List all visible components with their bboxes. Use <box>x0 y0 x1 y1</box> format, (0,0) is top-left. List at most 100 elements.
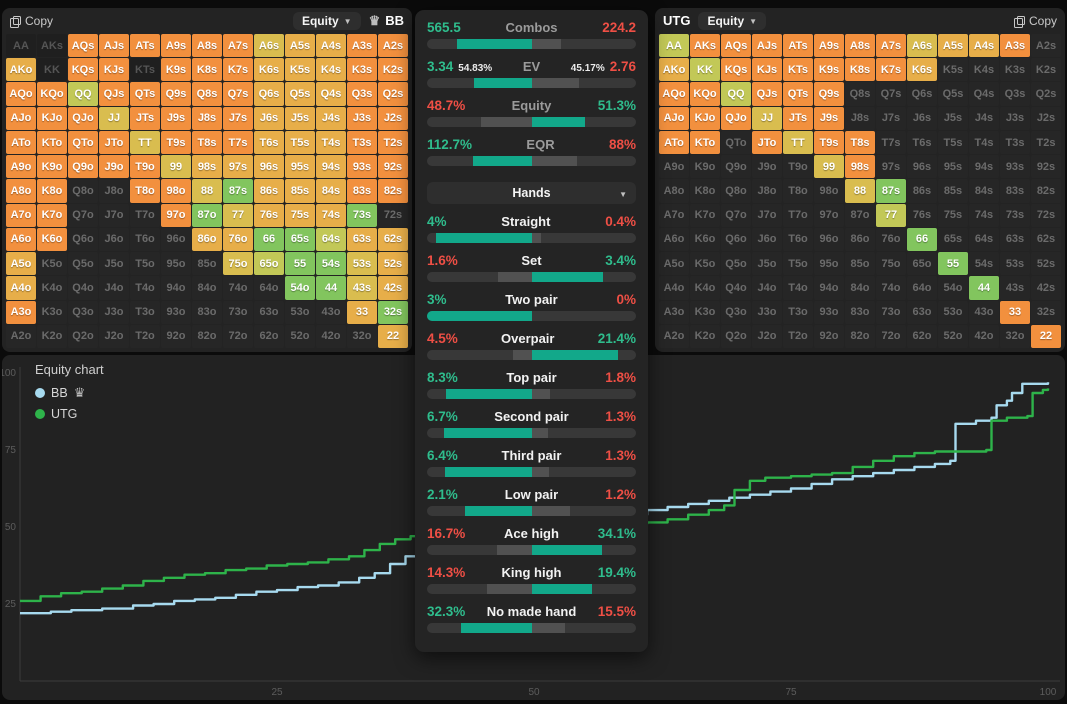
matrix-cell-95s[interactable]: 95s <box>285 155 315 179</box>
matrix-cell-85s[interactable]: 85s <box>285 179 315 203</box>
matrix-cell-K3s[interactable]: K3s <box>347 58 377 82</box>
matrix-cell-65s[interactable]: 65s <box>285 227 315 252</box>
matrix-cell-K9o[interactable]: K9o <box>690 155 720 179</box>
matrix-cell-A6s[interactable]: A6s <box>254 34 284 58</box>
matrix-cell-65o[interactable]: 65o <box>907 252 937 276</box>
matrix-cell-72o[interactable]: 72o <box>223 324 253 348</box>
matrix-cell-73o[interactable]: 73o <box>223 300 253 324</box>
matrix-cell-QTo[interactable]: QTo <box>721 130 751 155</box>
matrix-cell-83o[interactable]: 83o <box>192 300 222 324</box>
matrix-cell-75s[interactable]: 75s <box>938 203 968 227</box>
matrix-cell-A3o[interactable]: A3o <box>6 300 36 324</box>
matrix-cell-TT[interactable]: TT <box>130 130 160 155</box>
matrix-cell-54s[interactable]: 54s <box>316 252 346 276</box>
matrix-cell-65o[interactable]: 65o <box>254 252 284 276</box>
matrix-cell-KQo[interactable]: KQo <box>690 82 720 106</box>
matrix-cell-J3s[interactable]: J3s <box>347 106 377 130</box>
matrix-cell-A9o[interactable]: A9o <box>6 155 36 179</box>
matrix-cell-75s[interactable]: 75s <box>285 203 315 227</box>
matrix-cell-Q4o[interactable]: Q4o <box>721 276 751 300</box>
matrix-cell-AA[interactable]: AA <box>6 34 36 58</box>
matrix-cell-64o[interactable]: 64o <box>254 276 284 300</box>
matrix-cell-Q7o[interactable]: Q7o <box>721 203 751 227</box>
matrix-cell-J6o[interactable]: J6o <box>99 227 129 252</box>
matrix-cell-A4s[interactable]: A4s <box>316 34 346 58</box>
matrix-cell-ATs[interactable]: ATs <box>783 34 813 58</box>
matrix-cell-J3s[interactable]: J3s <box>1000 106 1030 130</box>
matrix-cell-65s[interactable]: 65s <box>938 227 968 252</box>
matrix-cell-43o[interactable]: 43o <box>316 300 346 324</box>
matrix-cell-T6s[interactable]: T6s <box>254 130 284 155</box>
matrix-cell-TT[interactable]: TT <box>783 130 813 155</box>
matrix-cell-Q2o[interactable]: Q2o <box>68 324 98 348</box>
matrix-cell-62o[interactable]: 62o <box>254 324 284 348</box>
matrix-cell-T9o[interactable]: T9o <box>130 155 160 179</box>
matrix-cell-JTo[interactable]: JTo <box>99 130 129 155</box>
matrix-cell-T3o[interactable]: T3o <box>130 300 160 324</box>
matrix-cell-Q6o[interactable]: Q6o <box>721 227 751 252</box>
matrix-cell-Q6o[interactable]: Q6o <box>68 227 98 252</box>
matrix-cell-A6s[interactable]: A6s <box>907 34 937 58</box>
matrix-cell-99[interactable]: 99 <box>161 155 191 179</box>
matrix-cell-86o[interactable]: 86o <box>845 227 875 252</box>
matrix-cell-94s[interactable]: 94s <box>316 155 346 179</box>
matrix-cell-AJs[interactable]: AJs <box>99 34 129 58</box>
matrix-cell-KTo[interactable]: KTo <box>690 130 720 155</box>
matrix-cell-93s[interactable]: 93s <box>347 155 377 179</box>
matrix-cell-72s[interactable]: 72s <box>1031 203 1061 227</box>
matrix-cell-Q2s[interactable]: Q2s <box>1031 82 1061 106</box>
matrix-cell-KJs[interactable]: KJs <box>752 58 782 82</box>
matrix-cell-88[interactable]: 88 <box>845 179 875 203</box>
matrix-cell-Q9s[interactable]: Q9s <box>814 82 844 106</box>
matrix-cell-52s[interactable]: 52s <box>378 252 408 276</box>
matrix-cell-K4o[interactable]: K4o <box>37 276 67 300</box>
matrix-cell-Q7s[interactable]: Q7s <box>876 82 906 106</box>
matrix-cell-K5s[interactable]: K5s <box>285 58 315 82</box>
matrix-cell-K9o[interactable]: K9o <box>37 155 67 179</box>
matrix-cell-84s[interactable]: 84s <box>316 179 346 203</box>
matrix-cell-A5o[interactable]: A5o <box>6 252 36 276</box>
matrix-cell-K9s[interactable]: K9s <box>814 58 844 82</box>
matrix-cell-AQs[interactable]: AQs <box>68 34 98 58</box>
matrix-cell-T3o[interactable]: T3o <box>783 300 813 324</box>
matrix-cell-74s[interactable]: 74s <box>316 203 346 227</box>
matrix-cell-43o[interactable]: 43o <box>969 300 999 324</box>
matrix-cell-66[interactable]: 66 <box>254 227 284 252</box>
matrix-cell-AJo[interactable]: AJo <box>659 106 689 130</box>
matrix-cell-T5o[interactable]: T5o <box>130 252 160 276</box>
matrix-cell-98o[interactable]: 98o <box>814 179 844 203</box>
matrix-cell-J4s[interactable]: J4s <box>969 106 999 130</box>
matrix-cell-J2s[interactable]: J2s <box>1031 106 1061 130</box>
matrix-cell-K6o[interactable]: K6o <box>690 227 720 252</box>
matrix-cell-A3s[interactable]: A3s <box>1000 34 1030 58</box>
matrix-cell-A3s[interactable]: A3s <box>347 34 377 58</box>
matrix-cell-84o[interactable]: 84o <box>192 276 222 300</box>
matrix-cell-T9s[interactable]: T9s <box>161 130 191 155</box>
matrix-cell-62s[interactable]: 62s <box>378 227 408 252</box>
matrix-cell-QJo[interactable]: QJo <box>68 106 98 130</box>
matrix-cell-KTs[interactable]: KTs <box>783 58 813 82</box>
matrix-cell-66[interactable]: 66 <box>907 227 937 252</box>
matrix-cell-Q3o[interactable]: Q3o <box>68 300 98 324</box>
matrix-cell-A4s[interactable]: A4s <box>969 34 999 58</box>
matrix-cell-AQo[interactable]: AQo <box>659 82 689 106</box>
matrix-cell-K8o[interactable]: K8o <box>37 179 67 203</box>
matrix-cell-QTo[interactable]: QTo <box>68 130 98 155</box>
matrix-cell-53o[interactable]: 53o <box>285 300 315 324</box>
matrix-cell-A7s[interactable]: A7s <box>876 34 906 58</box>
matrix-cell-ATo[interactable]: ATo <box>6 130 36 155</box>
matrix-cell-K8s[interactable]: K8s <box>192 58 222 82</box>
matrix-cell-86o[interactable]: 86o <box>192 227 222 252</box>
matrix-cell-J9o[interactable]: J9o <box>752 155 782 179</box>
matrix-cell-A7o[interactable]: A7o <box>659 203 689 227</box>
matrix-cell-76o[interactable]: 76o <box>876 227 906 252</box>
matrix-cell-62o[interactable]: 62o <box>907 324 937 348</box>
matrix-cell-K4s[interactable]: K4s <box>316 58 346 82</box>
matrix-cell-A8s[interactable]: A8s <box>192 34 222 58</box>
matrix-cell-32s[interactable]: 32s <box>1031 300 1061 324</box>
matrix-cell-93o[interactable]: 93o <box>161 300 191 324</box>
matrix-cell-J7o[interactable]: J7o <box>99 203 129 227</box>
matrix-cell-85s[interactable]: 85s <box>938 179 968 203</box>
matrix-cell-T2s[interactable]: T2s <box>1031 130 1061 155</box>
bb-view-dropdown[interactable]: Equity ▼ <box>292 11 361 30</box>
